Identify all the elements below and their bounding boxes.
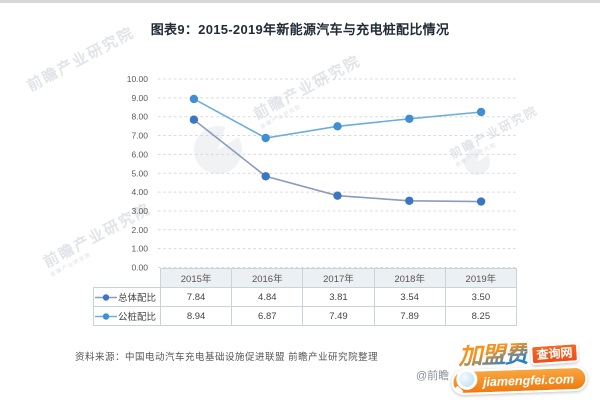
series-line-0 (193, 119, 482, 203)
legend-line-marker-icon (95, 293, 117, 301)
data-point (261, 133, 270, 143)
y-axis-tick-label: 3.00 (131, 206, 148, 216)
series-line-1 (193, 98, 482, 139)
y-axis-tick-label: 0.00 (131, 263, 148, 273)
logo-title-row: 加盟费 查询网 (450, 341, 587, 370)
legend-label: 公桩配比 (118, 312, 157, 323)
data-table: 2015年 2016年 2017年 2018年 2019年 总体配比 7.84 … (93, 268, 518, 326)
data-point (333, 191, 342, 200)
table-cell: 4.84 (231, 287, 304, 307)
data-point (405, 114, 414, 123)
table-row-public-pile-ratio: 公桩配比 8.94 6.87 7.49 7.89 8.25 (93, 306, 518, 326)
magnifier-icon (455, 367, 478, 390)
data-point (405, 196, 414, 205)
y-axis-tick-label: 6.00 (131, 149, 148, 159)
data-point (476, 107, 486, 117)
y-axis-tick-label: 1.00 (131, 244, 148, 254)
table-row-overall-ratio: 总体配比 7.84 4.84 3.81 3.54 3.50 (93, 287, 518, 307)
table-cell: 7.84 (159, 287, 233, 307)
table-cell: 3.54 (373, 287, 446, 307)
table-corner-blank (94, 269, 161, 288)
table-header-row: 2015年 2016年 2017年 2018年 2019年 (94, 268, 518, 288)
source-note: 资料来源：中国电动汽车充电基础设施促进联盟 前瞻产业研究院整理 (75, 352, 379, 363)
table-cell: 6.87 (231, 306, 304, 326)
table-cell: 3.81 (302, 287, 375, 307)
table-cell: 8.25 (444, 306, 518, 326)
y-axis-tick-label: 9.00 (131, 93, 148, 103)
table-cell: 7.89 (373, 306, 446, 326)
data-point (333, 122, 342, 131)
y-axis-tick-label: 5.00 (131, 168, 148, 178)
col-header-2015: 2015年 (159, 268, 233, 288)
watermark-handle-text: @前瞻 (416, 370, 450, 382)
data-point (261, 172, 270, 181)
legend-item-public-pile: 公桩配比 (93, 306, 161, 326)
table-cell: 3.50 (444, 287, 518, 307)
table-cell: 7.49 (302, 306, 375, 326)
col-header-2018: 2018年 (373, 268, 446, 288)
data-point (476, 197, 486, 206)
col-header-2016: 2016年 (231, 268, 304, 288)
col-header-2019: 2019年 (444, 268, 518, 288)
y-axis-tick-label: 7.00 (131, 131, 148, 141)
y-axis-tick-label: 4.00 (131, 187, 148, 197)
col-header-2017: 2017年 (302, 268, 375, 288)
y-axis-tick-label: 2.00 (131, 225, 148, 235)
top-edge-divider (0, 0, 600, 3)
table-cell: 8.94 (159, 306, 233, 326)
data-point (189, 115, 199, 124)
chart-title: 图表9：2015-2019年新能源汽车与充电桩配比情况 (150, 22, 450, 37)
logo-badge-text: 查询网 (529, 342, 580, 366)
logo-domain-pill: jiamengfei.com (451, 365, 588, 396)
logo-main-text: 加盟费 (458, 340, 528, 371)
data-point (189, 94, 199, 104)
y-axis-tick-label: 10.00 (127, 74, 149, 84)
y-axis-tick-label: 8.00 (131, 112, 148, 122)
legend-label: 总体配比 (118, 293, 157, 304)
logo-domain-text: jiamengfei.com (482, 371, 575, 389)
line-chart: 0.00 1.00 2.00 3.00 4.00 5.00 6.00 7.00 8.00 9.00… (127, 74, 517, 273)
jiamengfei-logo: 加盟费 查询网 jiamengfei.com (450, 341, 588, 396)
legend-item-overall: 总体配比 (93, 287, 161, 307)
legend-line-marker-icon (95, 312, 117, 320)
